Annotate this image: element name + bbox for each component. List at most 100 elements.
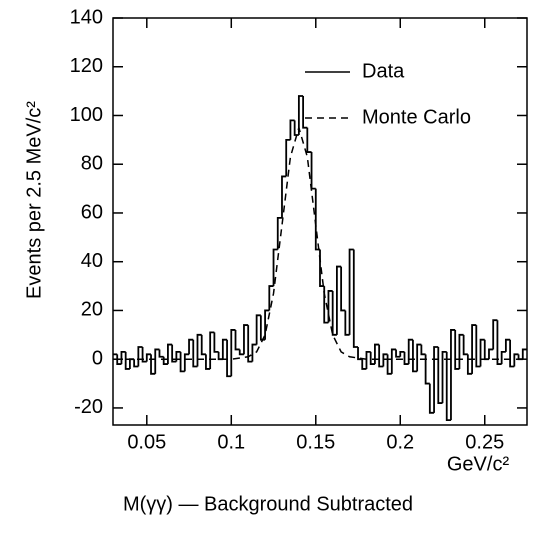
hist-step [255,314,261,345]
hist-step [479,338,485,367]
y-tick-label: 60 [81,201,103,223]
legend-label: Data [362,60,405,82]
hist-step [264,309,270,340]
hist-step [374,343,380,365]
y-tick-label: 0 [92,347,103,369]
hist-step [513,353,519,367]
hist-step [120,350,126,365]
hist-step [234,329,240,351]
hist-step [116,354,122,365]
hist-step [213,332,219,353]
hist-step [454,329,460,370]
hist-step [179,351,185,373]
hist-step [344,310,350,336]
hist-step [221,338,228,360]
hist-step [226,339,232,378]
plot-frame [112,17,528,426]
hist-step [145,353,152,362]
hist-step [500,350,506,365]
hist-step [420,344,426,356]
y-tick-label: -20 [74,396,103,418]
hist-step [386,354,392,375]
hist-step [158,349,164,358]
hist-step [382,353,388,367]
x-tick-label: 0.2 [386,431,414,453]
hist-step [289,119,295,140]
hist-step [310,152,316,190]
hist-step [462,334,468,356]
hist-step [352,249,359,348]
hist-step [247,325,253,363]
hist-step [285,138,291,177]
y-tick-label: 40 [81,250,103,272]
hist-step [209,331,215,369]
hist-step [327,290,333,323]
hist-step [281,175,287,218]
hist-step [171,344,177,363]
hist-step [416,343,422,372]
hist-step [471,324,477,374]
hist-step [466,354,473,375]
hist-step [428,383,435,414]
hist-step [243,324,249,355]
x-tick-label: 0.1 [217,431,245,453]
hist-step [424,354,430,385]
hist-step [369,351,375,365]
hist-step [183,353,190,372]
hist-step [348,248,354,335]
hist-step [306,127,312,153]
y-tick-label: 140 [70,6,103,28]
hist-step [188,338,194,355]
hist-step [378,344,384,368]
x-tick-label: 0.05 [127,431,166,453]
hist-step [437,347,443,404]
y-tick-label: 120 [70,55,103,77]
hist-step [196,333,202,367]
hist-step [395,349,401,358]
caption: M(γγ) — Background Subtracted [123,493,413,515]
hist-step [496,320,502,365]
hist-step [399,350,405,357]
hist-step [441,350,447,404]
x-axis-label: GeV/c² [447,453,510,475]
hist-step [192,339,198,368]
hist-step [361,359,367,370]
hist-step [475,325,481,368]
hist-step [412,339,418,373]
hist-step [433,346,439,413]
hist-step [488,348,494,360]
hist-step [137,346,143,367]
hist-step [445,351,451,422]
hist-step [323,286,329,324]
hist-step [230,329,236,377]
hist-step [302,95,308,129]
hist-step [205,354,211,370]
mc-line [113,124,527,360]
hist-step [276,216,282,250]
hist-step [238,349,244,356]
hist-step [141,347,147,363]
hist-step [175,350,181,362]
hist-step [492,319,498,350]
hist-step [407,338,413,365]
hist-step [259,315,266,341]
hist-step [200,334,206,356]
hist-step [357,347,363,361]
x-tick-label: 0.25 [465,431,504,453]
y-tick-label: 20 [81,299,103,321]
hist-step [521,348,527,360]
hist-step [504,338,511,352]
hist-step [297,95,304,135]
hist-step [335,265,342,335]
hist-step [251,343,257,362]
hist-step [268,285,274,311]
hist-step [390,348,397,374]
hist-step [509,339,515,368]
y-axis-label: Events per 2.5 MeV/c² [23,101,45,299]
x-tick-label: 0.15 [296,431,335,453]
hist-step [272,248,278,287]
hist-step [314,188,320,251]
hist-step [331,290,337,336]
hist-step [340,266,346,312]
